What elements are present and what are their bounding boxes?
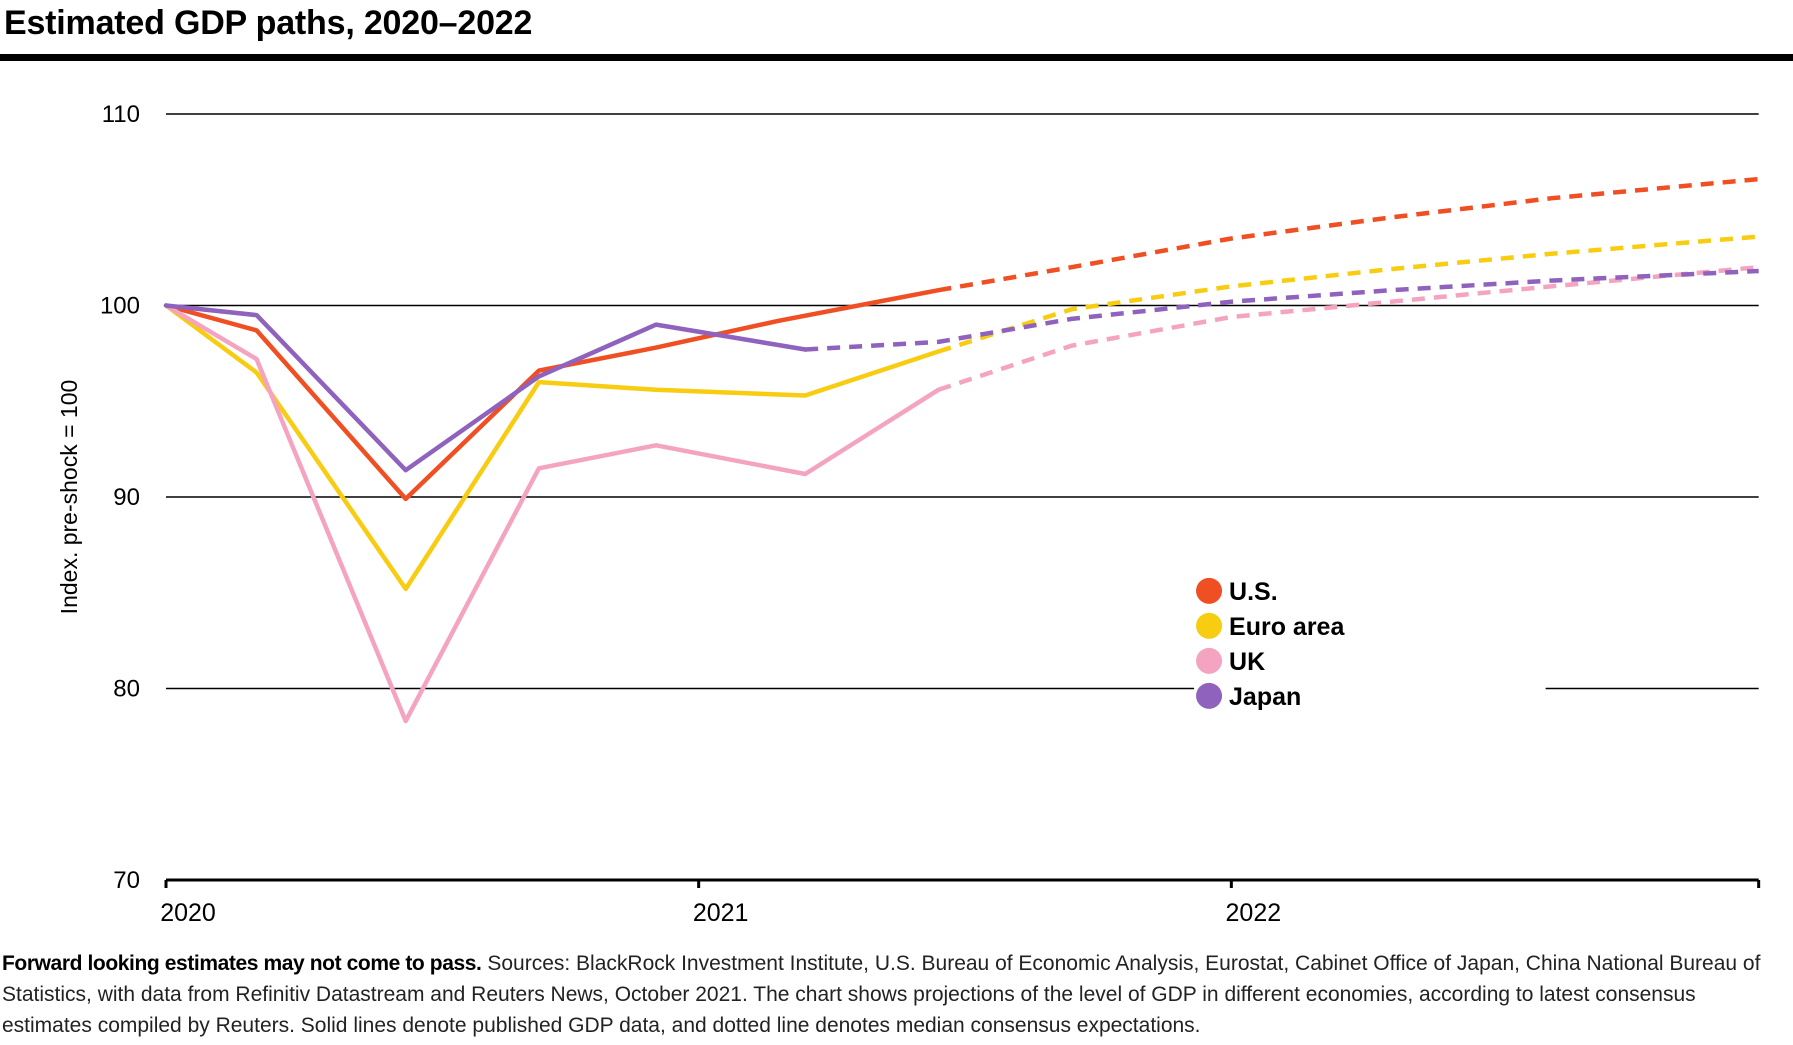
y-tick-label-70: 70 xyxy=(113,867,140,894)
series-line-japan-forecast xyxy=(805,268,1759,352)
title-rule xyxy=(0,54,1793,61)
chart-title: Estimated GDP paths, 2020–2022 xyxy=(4,4,533,42)
footnote: Forward looking estimates may not come t… xyxy=(2,948,1790,1041)
series-line-uk-forecast xyxy=(937,264,1759,392)
legend-swatch-u-s xyxy=(1196,577,1223,604)
y-tick-label-110: 110 xyxy=(102,101,140,128)
legend-label-u-s: U.S. xyxy=(1229,578,1278,606)
x-tick-label-2022: 2022 xyxy=(1226,899,1282,927)
legend-label-euro-area: Euro area xyxy=(1229,613,1345,641)
series-line-uk-actual xyxy=(163,303,941,724)
x-tick-label-2020: 2020 xyxy=(160,899,216,927)
grid-layer xyxy=(166,113,1759,690)
legend-layer: U.S. Euro area UK Japan xyxy=(1196,577,1345,711)
y-axis-label: Index. pre-shock = 100 xyxy=(56,380,82,615)
series-line-euro-area-actual xyxy=(163,303,941,592)
footnote-text: Sources: BlackRock Investment Institute,… xyxy=(2,952,1761,1037)
legend-label-japan: Japan xyxy=(1229,683,1301,711)
footnote-lead: Forward looking estimates may not come t… xyxy=(2,952,482,975)
legend-swatch-euro-area xyxy=(1196,612,1223,639)
series-line-u-s-forecast xyxy=(938,176,1759,293)
series-layer xyxy=(163,176,1759,724)
gdp-line-chart: 70 80 90 100 110 2020 2021 2022 U.S. Euro area UK… xyxy=(56,101,1761,927)
legend-label-uk: UK xyxy=(1229,648,1265,676)
series-line-euro-area-forecast xyxy=(937,234,1759,354)
x-axis-layer: 70 80 90 100 110 2020 2021 2022 xyxy=(100,101,1761,927)
legend-swatch-japan xyxy=(1196,682,1223,709)
series-line-u-s-actual xyxy=(163,287,941,502)
x-tick-label-2021: 2021 xyxy=(693,899,749,927)
y-tick-label-100: 100 xyxy=(100,293,140,320)
y-tick-label-90: 90 xyxy=(113,484,140,511)
series-line-japan-actual xyxy=(163,303,808,473)
legend-swatch-uk xyxy=(1196,647,1223,674)
y-tick-label-80: 80 xyxy=(113,676,140,703)
